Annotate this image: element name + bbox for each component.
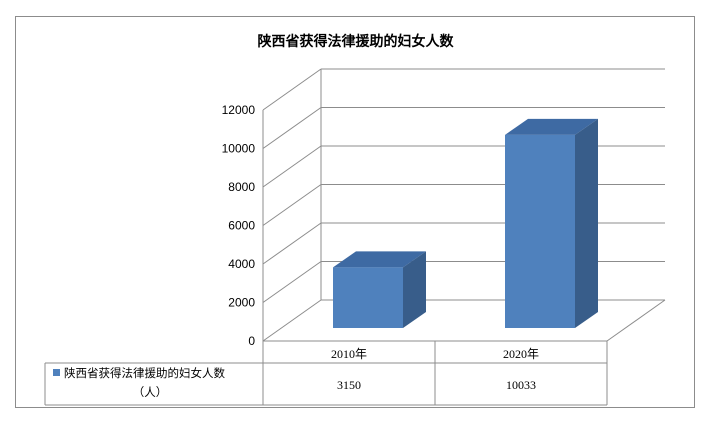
gridline-side-4000 xyxy=(262,222,322,265)
y-tick-label-8000: 8000 xyxy=(228,180,255,194)
x-category-label-2020年: 2020年 xyxy=(503,347,539,361)
bar-side-2020年 xyxy=(575,118,598,329)
y-tick-label-6000: 6000 xyxy=(228,219,255,233)
legend-label-line2: （人） xyxy=(133,385,168,399)
bar-top-2010年 xyxy=(333,251,426,268)
bar-side-2010年 xyxy=(403,251,426,328)
legend-swatch xyxy=(53,369,60,376)
gridline-side-8000 xyxy=(262,145,322,188)
y-tick-label-10000: 10000 xyxy=(222,142,256,156)
chart-title: 陕西省获得法律援助的妇女人数 xyxy=(257,34,454,50)
y-tick-label-12000: 12000 xyxy=(222,103,256,117)
x-category-label-2010年: 2010年 xyxy=(331,347,367,361)
bar-2020年 xyxy=(505,134,575,328)
data-label-2020年: 10033 xyxy=(506,378,536,392)
legend-label-line1: 陕西省获得法律援助的妇女人数 xyxy=(64,366,225,380)
gridline-side-2000 xyxy=(262,261,322,303)
bar-top-2020年 xyxy=(505,118,598,135)
gridline-side-12000 xyxy=(262,68,322,111)
y-tick-label-4000: 4000 xyxy=(228,257,255,271)
data-label-2010年: 3150 xyxy=(337,378,361,392)
bar-2010年 xyxy=(333,267,403,328)
gridline-side-6000 xyxy=(262,184,322,226)
gridline-side-0 xyxy=(262,299,322,342)
gridline-side-10000 xyxy=(262,107,322,149)
y-tick-label-0: 0 xyxy=(248,334,255,348)
y-tick-label-2000: 2000 xyxy=(228,296,255,310)
floor-right-edge xyxy=(606,299,666,342)
